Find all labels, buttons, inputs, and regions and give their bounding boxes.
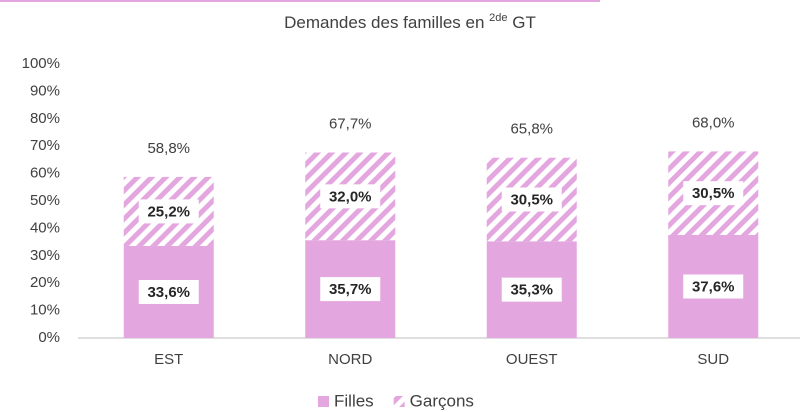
y-tick-label: 20% [30, 274, 60, 291]
value-label: 32,0% [329, 188, 372, 205]
y-tick-label: 50% [30, 192, 60, 209]
value-label: 35,3% [510, 282, 553, 299]
value-label-box [138, 199, 199, 224]
legend-swatch [318, 396, 329, 407]
y-tick-label: 100% [22, 55, 60, 72]
y-tick-label: 10% [30, 302, 60, 319]
value-label: 25,2% [147, 203, 190, 220]
total-label: 68,0% [692, 115, 735, 132]
x-tick-label: EST [154, 351, 183, 368]
value-label-box [501, 187, 562, 212]
x-tick-label: OUEST [506, 351, 558, 368]
y-tick-label: 30% [30, 247, 60, 264]
legend-swatch [393, 396, 405, 407]
value-label-box [683, 181, 744, 206]
value-label: 37,6% [692, 278, 735, 295]
y-tick-label: 70% [30, 137, 60, 154]
y-tick-label: 0% [38, 329, 60, 346]
value-label-box [320, 277, 381, 302]
y-tick-label: 40% [30, 219, 60, 236]
value-label-box [683, 274, 744, 299]
value-label: 30,5% [692, 185, 735, 202]
y-tick-label: 80% [30, 110, 60, 127]
x-tick-label: SUD [697, 351, 729, 368]
value-label-box [320, 184, 381, 209]
value-label: 35,7% [329, 281, 372, 298]
chart-title: Demandes des familles en 2de GT [284, 7, 536, 32]
x-tick-label: NORD [328, 351, 372, 368]
total-label: 67,7% [329, 115, 372, 132]
y-tick-label: 90% [30, 82, 60, 99]
y-tick-label: 60% [30, 165, 60, 182]
total-label: 65,8% [510, 121, 553, 138]
value-label-box [501, 277, 562, 302]
value-label: 33,6% [147, 284, 190, 301]
legend-label: Garçons [410, 391, 474, 410]
value-label: 30,5% [510, 191, 553, 208]
total-label: 58,8% [147, 140, 190, 157]
legend-label: Filles [334, 391, 374, 410]
value-label-box [138, 279, 199, 304]
